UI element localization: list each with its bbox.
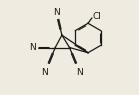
Text: N: N — [29, 43, 36, 52]
Text: Cl: Cl — [92, 12, 101, 21]
Text: N: N — [53, 8, 60, 17]
Text: N: N — [77, 68, 83, 77]
Text: N: N — [41, 68, 48, 77]
